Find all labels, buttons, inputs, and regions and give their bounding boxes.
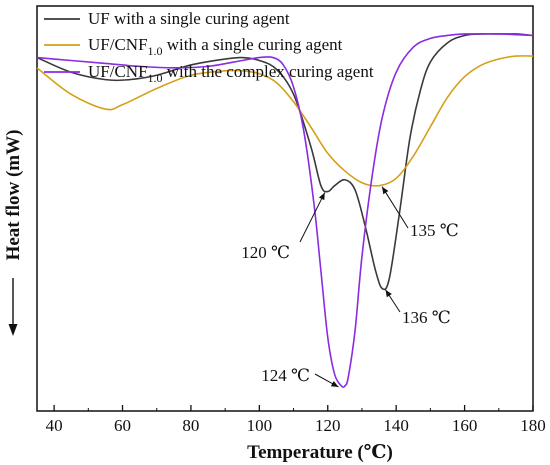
x-axis: 40 60 80 100 120 140 160 180: [46, 405, 546, 435]
heat-flow-direction-arrow: [8, 278, 18, 336]
series-line-uf-cnf1-0-with-a-single-curing-agent: [36, 55, 534, 187]
plot-frame: [36, 5, 534, 412]
legend-label-uf-cnf1-0-with-a-single-curing-agent: UF/CNF1.0 with a single curing agent: [88, 35, 343, 58]
y-axis-title: Heat flow (mW): [3, 130, 24, 261]
series-line-uf-with-a-single-curing-agent: [36, 33, 534, 291]
annotation-arrowhead: [382, 186, 389, 195]
annotation-arrowhead: [318, 192, 325, 201]
legend-label-uf-cnf1-0-with-the-complex-curing-agent: UF/CNF1.0 with the complex curing agent: [88, 62, 374, 85]
peak-label: 120 ℃: [241, 243, 290, 262]
x-tick-label: 160: [452, 416, 478, 435]
legend-label-uf-with-a-single-curing-agent: UF with a single curing agent: [88, 9, 290, 28]
x-tick-label: 60: [114, 416, 131, 435]
annotation-arrow: [299, 192, 326, 243]
x-tick-label: 120: [315, 416, 341, 435]
x-axis-title: Temperature (℃): [247, 442, 393, 463]
x-tick-label: 180: [520, 416, 546, 435]
x-tick-label: 100: [247, 416, 273, 435]
annotation-arrow: [381, 186, 409, 229]
peak-label: 135 ℃: [410, 221, 459, 240]
annotation-arrowhead: [385, 289, 392, 298]
x-tick-label: 40: [46, 416, 63, 435]
annotation-arrowhead: [330, 380, 339, 387]
series-line-uf-cnf1-0-with-the-complex-curing-agent: [36, 33, 534, 389]
x-tick-label: 80: [182, 416, 199, 435]
peak-annotations: 120 ℃ 136 ℃ 124 ℃ 135 ℃: [241, 186, 459, 388]
plot-lines: [36, 33, 534, 389]
legend: UF with a single curing agent UF/CNF1.0 w…: [44, 9, 374, 85]
x-tick-label: 140: [383, 416, 409, 435]
peak-label: 124 ℃: [261, 366, 310, 385]
peak-label: 136 ℃: [402, 308, 451, 327]
